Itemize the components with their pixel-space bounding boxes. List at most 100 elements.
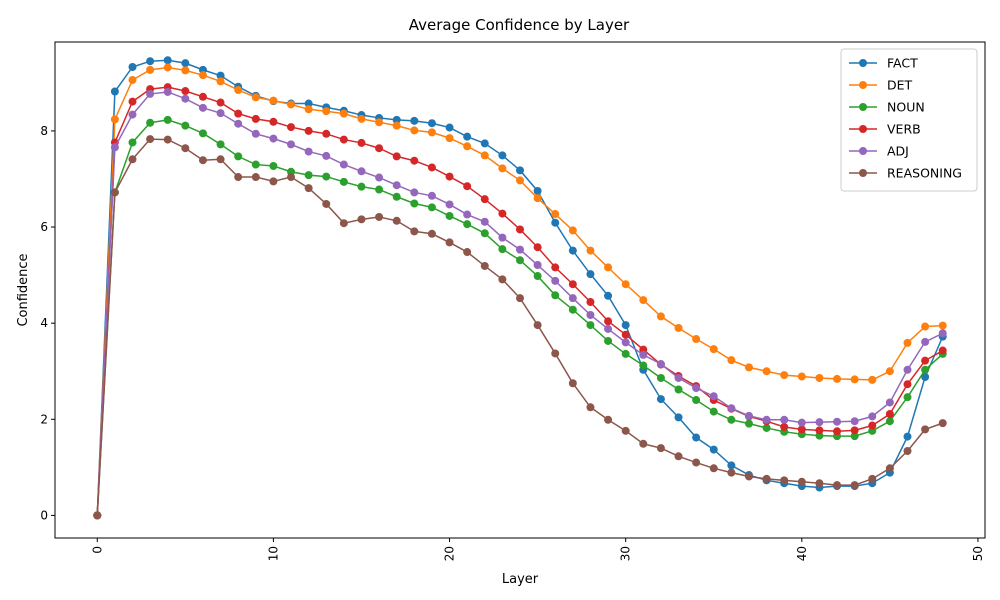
data-point xyxy=(287,100,296,109)
data-point xyxy=(639,439,648,448)
data-point xyxy=(427,191,436,200)
data-point xyxy=(621,349,630,358)
data-point xyxy=(392,216,401,225)
data-point xyxy=(269,96,278,105)
data-point xyxy=(339,177,348,186)
x-tick-label: 50 xyxy=(971,546,985,561)
data-point xyxy=(269,162,278,170)
data-point xyxy=(322,107,331,116)
data-point xyxy=(621,280,630,289)
y-tick-label: 8 xyxy=(40,124,48,138)
data-point xyxy=(833,481,842,490)
data-point xyxy=(903,447,912,456)
data-point xyxy=(551,263,560,272)
data-point xyxy=(198,156,207,165)
data-point xyxy=(533,243,542,252)
data-point xyxy=(128,75,137,84)
data-point xyxy=(146,135,155,144)
data-point xyxy=(868,375,877,384)
data-point xyxy=(410,116,419,125)
data-point xyxy=(375,212,384,221)
data-point xyxy=(463,142,472,151)
data-point xyxy=(938,419,947,428)
x-axis-ticks: 0 10 20 30 40 50 xyxy=(90,538,985,561)
data-point xyxy=(110,115,119,124)
data-point xyxy=(921,337,930,346)
data-point xyxy=(850,432,859,441)
data-point xyxy=(762,474,771,483)
data-point xyxy=(357,182,366,191)
data-point xyxy=(744,472,753,481)
data-point xyxy=(568,379,577,388)
y-tick-label: 6 xyxy=(40,220,48,234)
data-point xyxy=(797,477,806,486)
legend-marker xyxy=(859,103,867,111)
data-point xyxy=(868,474,877,483)
data-point xyxy=(780,415,789,424)
data-point xyxy=(498,233,507,242)
data-point xyxy=(146,89,155,98)
data-point xyxy=(604,263,613,272)
data-point xyxy=(833,374,842,383)
data-point xyxy=(392,192,401,201)
data-point xyxy=(375,185,384,194)
legend-item: REASONING xyxy=(849,166,962,181)
data-point xyxy=(885,410,894,418)
data-point xyxy=(815,373,824,382)
data-point xyxy=(445,123,454,132)
data-point xyxy=(604,324,613,333)
data-point xyxy=(833,427,842,436)
data-point xyxy=(921,322,930,331)
data-point xyxy=(445,134,454,143)
data-point xyxy=(357,138,366,147)
data-point xyxy=(621,338,630,347)
data-point xyxy=(93,511,102,520)
data-point xyxy=(427,128,436,137)
data-point xyxy=(251,160,260,169)
y-tick-label: 0 xyxy=(40,508,48,522)
data-point xyxy=(181,94,190,103)
data-point xyxy=(639,296,648,305)
data-point xyxy=(516,256,524,265)
data-point xyxy=(110,143,119,152)
data-point xyxy=(533,272,542,281)
data-point xyxy=(586,310,595,319)
series-det xyxy=(93,63,947,520)
data-point xyxy=(322,151,331,160)
data-point xyxy=(269,177,278,186)
data-point xyxy=(269,117,278,126)
data-point xyxy=(551,276,560,285)
data-point xyxy=(445,211,454,220)
x-tick-label: 0 xyxy=(90,546,104,554)
data-point xyxy=(938,346,947,355)
data-point xyxy=(339,160,348,169)
y-tick-label: 2 xyxy=(40,412,48,426)
data-point xyxy=(586,270,595,279)
data-point xyxy=(304,171,313,180)
data-point xyxy=(480,229,489,238)
data-point xyxy=(163,87,172,96)
data-point xyxy=(445,172,454,181)
data-point xyxy=(762,367,771,376)
data-point xyxy=(287,173,296,182)
data-point xyxy=(410,199,419,208)
data-point xyxy=(850,426,859,435)
data-point xyxy=(709,392,718,401)
data-point xyxy=(727,404,736,413)
data-point xyxy=(181,144,190,153)
data-point xyxy=(480,261,489,270)
data-point xyxy=(498,209,507,218)
data-point xyxy=(551,291,560,300)
data-point xyxy=(234,109,243,118)
plot-frame xyxy=(54,41,986,539)
data-point xyxy=(903,380,912,389)
data-point xyxy=(322,129,331,138)
data-point xyxy=(674,373,683,382)
x-tick-label: 30 xyxy=(619,546,633,561)
data-point xyxy=(674,385,683,394)
data-point xyxy=(427,163,436,172)
data-point xyxy=(128,110,137,119)
data-point xyxy=(568,305,577,314)
